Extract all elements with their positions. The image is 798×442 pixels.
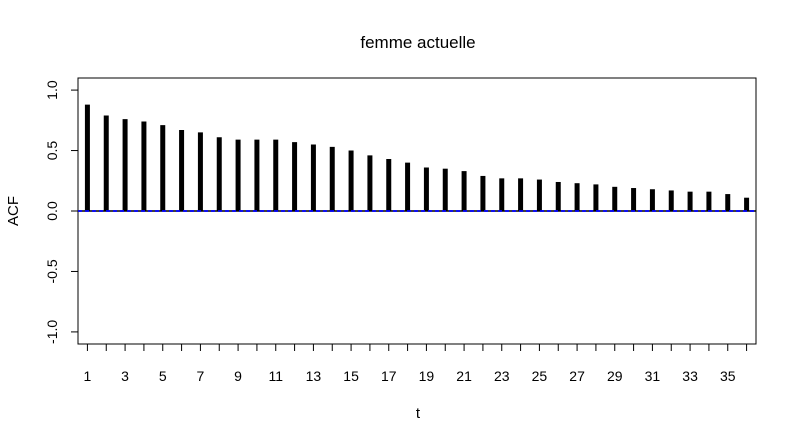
x-axis-label: t — [416, 405, 421, 422]
x-tick-label: 35 — [720, 368, 736, 384]
x-tick-label: 7 — [197, 368, 205, 384]
y-tick-label: -1.0 — [44, 320, 60, 344]
x-tick-label: 25 — [532, 368, 548, 384]
x-axis: 1 3 5 7 9 11 13 15 17 19 21 23 25 27 29 31 33 35 — [84, 343, 748, 384]
y-tick-label: -0.5 — [44, 259, 60, 283]
x-tick-label: 33 — [682, 368, 698, 384]
x-tick-label: 11 — [268, 368, 283, 384]
x-tick-label: 13 — [306, 368, 322, 384]
x-tick-label: 1 — [84, 368, 92, 384]
x-tick-label: 17 — [381, 368, 397, 384]
x-tick-label: 23 — [494, 368, 510, 384]
x-tick-label: 9 — [234, 368, 242, 384]
x-tick-label: 3 — [121, 368, 129, 384]
x-tick-label: 31 — [645, 368, 661, 384]
acf-bars — [84, 104, 750, 211]
x-tick-label: 27 — [569, 368, 585, 384]
chart-title: femme actuelle — [360, 33, 475, 52]
x-tick-label: 29 — [607, 368, 623, 384]
y-tick-label: 0.0 — [44, 201, 60, 221]
y-axis-label: ACF — [5, 196, 22, 226]
y-axis: -1.0 -0.5 0.0 0.5 1.0 — [44, 80, 79, 344]
y-tick-label: 1.0 — [44, 80, 60, 100]
x-tick-label: 5 — [159, 368, 167, 384]
y-tick-label: 0.5 — [44, 141, 60, 161]
x-tick-label: 19 — [419, 368, 435, 384]
x-tick-label: 15 — [343, 368, 359, 384]
x-tick-label: 21 — [456, 368, 472, 384]
